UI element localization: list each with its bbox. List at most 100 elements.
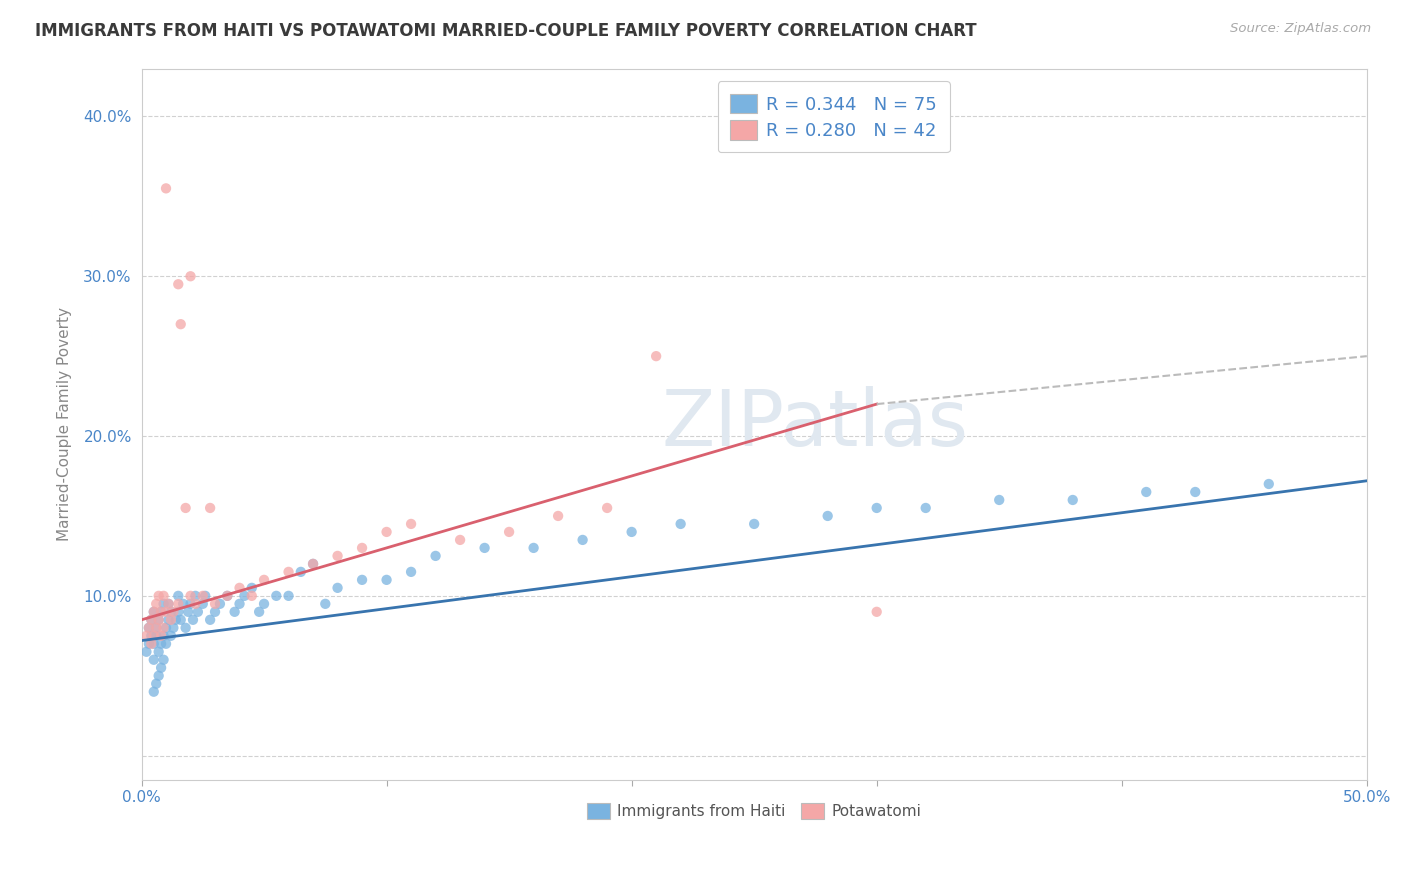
Point: [277, 589, 299, 603]
Point: [228, 581, 250, 595]
Point: [233, 589, 256, 603]
Point: [152, 597, 174, 611]
Point: [160, 605, 183, 619]
Point: [399, 565, 422, 579]
Point: [547, 508, 569, 523]
Point: [141, 613, 163, 627]
Point: [138, 637, 160, 651]
Point: [145, 677, 167, 691]
Point: [174, 500, 197, 515]
Point: [145, 621, 167, 635]
Point: [914, 500, 936, 515]
Point: [142, 653, 165, 667]
Point: [240, 589, 263, 603]
Point: [152, 589, 174, 603]
Point: [157, 597, 180, 611]
Point: [352, 541, 374, 555]
Point: [167, 589, 190, 603]
Point: [152, 653, 174, 667]
Point: [474, 541, 496, 555]
Point: [669, 516, 692, 531]
Point: [152, 629, 174, 643]
Point: [141, 629, 163, 643]
Point: [181, 613, 204, 627]
Point: [866, 605, 889, 619]
Point: [142, 605, 165, 619]
Point: [266, 589, 288, 603]
Point: [160, 613, 183, 627]
Point: [1257, 477, 1279, 491]
Point: [150, 637, 173, 651]
Point: [180, 589, 202, 603]
Point: [204, 605, 226, 619]
Point: [314, 597, 336, 611]
Point: [817, 508, 839, 523]
Point: [326, 581, 349, 595]
Point: [145, 597, 167, 611]
Point: [596, 500, 619, 515]
Point: [148, 589, 170, 603]
Point: [155, 181, 177, 195]
Point: [162, 605, 184, 619]
Point: [172, 597, 194, 611]
Point: [204, 597, 226, 611]
Point: [165, 613, 187, 627]
Point: [162, 621, 184, 635]
Point: [240, 581, 263, 595]
Point: [150, 661, 173, 675]
Point: [155, 621, 177, 635]
Point: [167, 605, 190, 619]
Point: [142, 637, 165, 651]
Point: [253, 597, 276, 611]
Point: [142, 629, 165, 643]
Text: Source: ZipAtlas.com: Source: ZipAtlas.com: [1230, 22, 1371, 36]
Point: [142, 605, 165, 619]
Point: [326, 549, 349, 563]
Point: [645, 349, 668, 363]
Point: [247, 605, 270, 619]
Point: [138, 621, 160, 635]
Point: [277, 565, 299, 579]
Point: [620, 524, 643, 539]
Point: [148, 645, 170, 659]
Point: [191, 589, 214, 603]
Point: [150, 629, 173, 643]
Point: [194, 589, 217, 603]
Point: [142, 684, 165, 698]
Point: [148, 613, 170, 627]
Point: [148, 613, 170, 627]
Point: [1184, 485, 1206, 500]
Point: [145, 629, 167, 643]
Point: [866, 500, 889, 515]
Point: [167, 597, 190, 611]
Point: [1062, 492, 1084, 507]
Point: [177, 605, 200, 619]
Point: [399, 516, 422, 531]
Point: [571, 533, 593, 547]
Y-axis label: Married-Couple Family Poverty: Married-Couple Family Poverty: [58, 307, 72, 541]
Point: [157, 613, 180, 627]
Point: [375, 573, 398, 587]
Point: [198, 613, 221, 627]
Point: [174, 621, 197, 635]
Point: [742, 516, 765, 531]
Point: [135, 645, 157, 659]
Point: [150, 605, 173, 619]
Point: [302, 557, 325, 571]
Point: [184, 589, 207, 603]
Point: [145, 621, 167, 635]
Point: [160, 629, 183, 643]
Point: [148, 669, 170, 683]
Point: [217, 589, 239, 603]
Point: [167, 277, 190, 292]
Point: [180, 269, 202, 284]
Legend: Immigrants from Haiti, Potawatomi: Immigrants from Haiti, Potawatomi: [581, 797, 928, 825]
Point: [217, 589, 239, 603]
Text: ZIPatlas: ZIPatlas: [662, 386, 969, 462]
Point: [498, 524, 520, 539]
Point: [988, 492, 1011, 507]
Point: [138, 621, 160, 635]
Point: [191, 597, 214, 611]
Point: [208, 597, 231, 611]
Point: [425, 549, 447, 563]
